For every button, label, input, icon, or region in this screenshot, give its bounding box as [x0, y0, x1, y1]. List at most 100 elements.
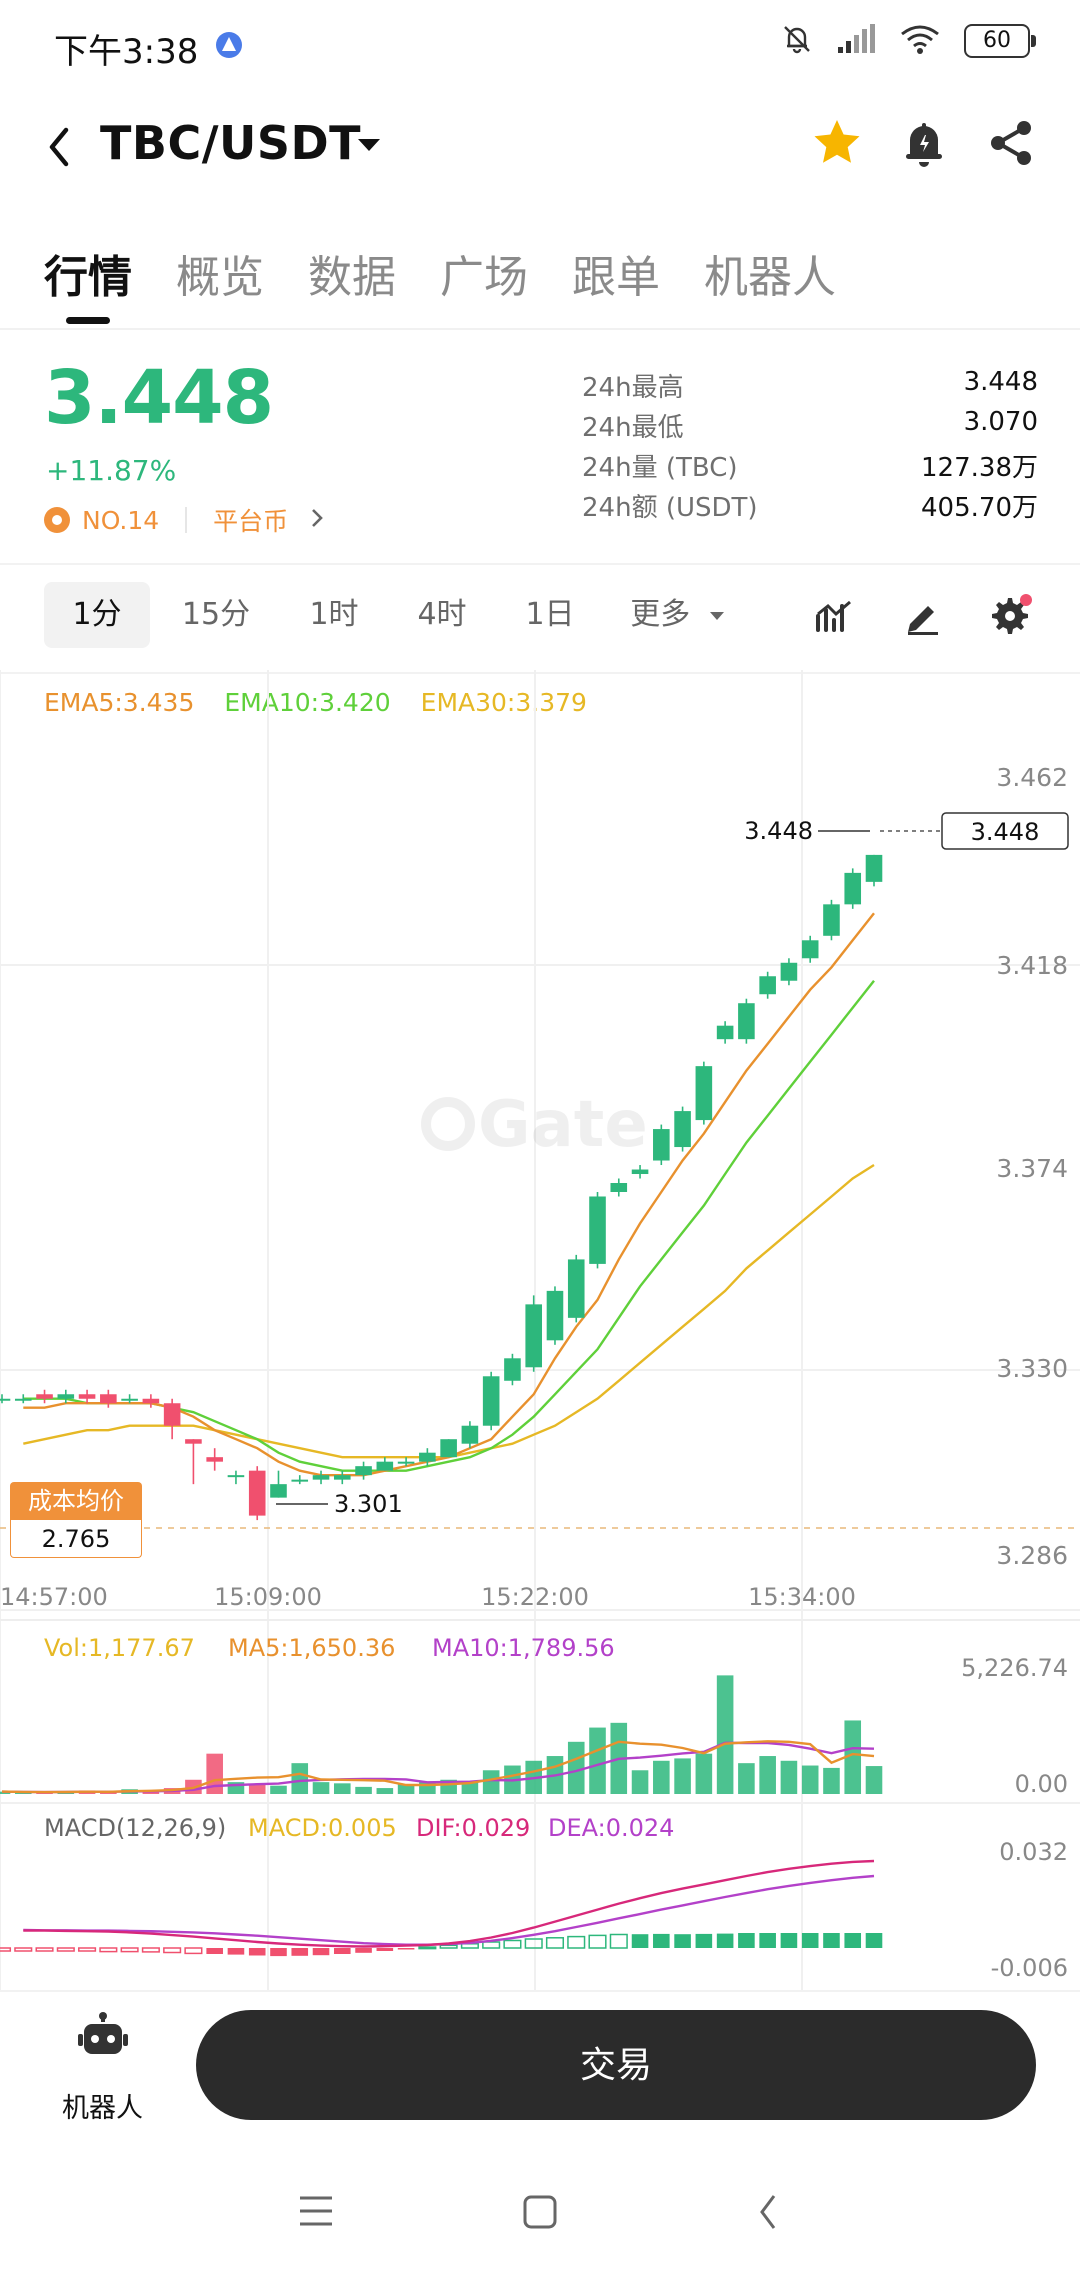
candle-body: [738, 1003, 755, 1040]
app-notification-icon: [214, 30, 244, 64]
interval-1h[interactable]: 1时: [309, 597, 359, 632]
battery-icon: 60: [964, 24, 1036, 58]
volume-ma5-line: [1, 1740, 875, 1794]
ema5-legend: EMA5:3.435: [44, 688, 195, 717]
interval-1d[interactable]: 1日: [525, 597, 575, 632]
macd-bar: [78, 1947, 97, 1952]
macd-bar: [738, 1933, 755, 1948]
chart-canvas[interactable]: Gate 3.462 3.418 3.374 3.330 3.286 3.448…: [0, 670, 1080, 1990]
macd-bar: [418, 1946, 437, 1950]
tab-bar: 行情 概览 数据 广场 跟单 机器人: [0, 235, 1080, 330]
pair-dropdown-icon[interactable]: [356, 136, 382, 158]
macd-bar: [844, 1933, 862, 1948]
candle-body: [355, 1466, 372, 1476]
volume-bar: [312, 1782, 330, 1794]
candle-body: [333, 1475, 351, 1480]
volume-bar: [567, 1741, 585, 1794]
macd-histogram: [0, 1859, 883, 1957]
volume-bar: [716, 1675, 734, 1794]
candle-body: [270, 1484, 287, 1498]
candle-body: [546, 1290, 564, 1341]
stat-row-high: 24h最高 3.448: [582, 367, 1038, 407]
candle-body: [121, 1398, 138, 1401]
candle-body: [461, 1425, 479, 1444]
macd-bar: [482, 1941, 501, 1949]
macd-bar: [312, 1948, 330, 1956]
trade-button[interactable]: 交易: [196, 2010, 1036, 2120]
volume-bar: [801, 1765, 819, 1794]
candle-body: [801, 940, 819, 959]
macd-bar: [503, 1939, 522, 1949]
volume-bar: [419, 1782, 436, 1794]
tab-robot[interactable]: 机器人: [704, 252, 836, 303]
macd-bar: [439, 1944, 458, 1949]
volume-bar: [355, 1786, 372, 1794]
indicator-icon[interactable]: [814, 596, 854, 640]
low-price-label: 3.301: [334, 1490, 403, 1518]
signal-icon: [836, 23, 876, 59]
ema10-legend: EMA10:3.420: [224, 688, 391, 717]
macd-bar: [716, 1933, 734, 1948]
interval-15m[interactable]: 15分: [181, 597, 251, 632]
candle-body: [248, 1470, 266, 1516]
macd-bar: [376, 1948, 394, 1951]
wifi-icon: [898, 22, 942, 60]
volume-bar: [100, 1792, 117, 1794]
price-alert-icon[interactable]: [898, 116, 950, 174]
volume-bar: [738, 1763, 755, 1794]
candle-body: [78, 1394, 96, 1399]
macd-bar: [823, 1933, 840, 1948]
nav-back-icon[interactable]: [756, 2192, 780, 2236]
dif-line: [23, 1859, 875, 1948]
share-icon[interactable]: [986, 118, 1036, 172]
home-icon[interactable]: [522, 2194, 558, 2234]
tab-square[interactable]: 广场: [440, 252, 528, 303]
cost-average-badge[interactable]: 成本均价 2.765: [10, 1482, 142, 1558]
interval-more[interactable]: 更多: [618, 582, 738, 648]
candle-body: [57, 1394, 75, 1399]
time-axis-label: 15:34:00: [748, 1583, 856, 1611]
tab-data[interactable]: 数据: [308, 252, 396, 303]
last-price-tag-box: [941, 812, 1069, 850]
volume-bar: [865, 1766, 883, 1794]
interval-4h[interactable]: 4时: [417, 597, 467, 632]
draw-tool-icon[interactable]: [902, 596, 942, 640]
candle-body: [376, 1461, 394, 1471]
robot-label[interactable]: 机器人: [62, 2093, 143, 2124]
dea-legend: DEA:0.024: [548, 1814, 674, 1842]
tab-market[interactable]: 行情: [44, 252, 132, 303]
candle-body: [865, 854, 883, 882]
macd-bar: [0, 1947, 12, 1952]
back-icon[interactable]: [44, 124, 74, 174]
macd-bar: [609, 1933, 628, 1949]
stat-value: 127.38万: [921, 453, 1038, 483]
tab-copy-trading[interactable]: 跟单: [572, 252, 660, 303]
stat-label: 24h最高: [582, 373, 684, 403]
macd-bar: [227, 1948, 245, 1955]
stat-row-low: 24h最低 3.070: [582, 407, 1038, 447]
kline-chart[interactable]: EMA5:3.435 EMA10:3.420 EMA30:3.379 Gate …: [0, 670, 1080, 1990]
rank-row[interactable]: NO.14 平台币: [44, 502, 324, 538]
stats-panel: 24h最高 3.448 24h最低 3.070 24h量 (TBC) 127.3…: [582, 367, 1038, 527]
pair-title[interactable]: TBC/USDT: [100, 116, 362, 170]
header: TBC/USDT: [0, 100, 1080, 210]
macd-bar: [120, 1947, 139, 1953]
tab-overview[interactable]: 概览: [176, 252, 264, 303]
favorite-star-icon[interactable]: [810, 116, 864, 174]
volume-bar: [333, 1783, 351, 1794]
robot-icon[interactable]: [78, 2012, 128, 2066]
time-axis-label: 14:57:00: [0, 1583, 108, 1611]
candle-body: [759, 976, 776, 995]
volume-bar: [482, 1770, 500, 1794]
macd-bar: [460, 1943, 479, 1949]
volume-bar: [844, 1720, 862, 1794]
volume-bar: [674, 1758, 691, 1794]
chart-settings-icon[interactable]: [988, 594, 1032, 642]
macd-bar: [355, 1948, 372, 1953]
volume-legend: Vol:1,177.67: [44, 1634, 195, 1662]
menu-icon[interactable]: [298, 2194, 334, 2232]
interval-1m[interactable]: 1分: [44, 582, 150, 648]
macd-bar: [588, 1934, 607, 1949]
macd-bar: [631, 1934, 649, 1948]
dif-legend: DIF:0.029: [416, 1814, 530, 1842]
